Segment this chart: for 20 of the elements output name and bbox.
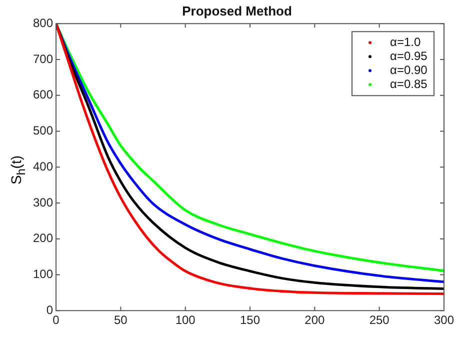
- y-tick-label: 0: [46, 302, 54, 317]
- y-tick-label: 400: [32, 159, 54, 174]
- y-tick-label: 600: [32, 88, 54, 102]
- legend-label: α=1.0: [390, 34, 421, 49]
- y-tick-label: 200: [32, 231, 54, 246]
- y-tick-label: 100: [32, 267, 54, 282]
- x-tick-label: 50: [114, 313, 128, 328]
- y-tick-label: 800: [32, 16, 54, 30]
- y-tick-label: 700: [32, 52, 54, 66]
- y-tick-label: 300: [32, 195, 54, 210]
- legend-label: α=0.90: [390, 62, 428, 77]
- x-tick-label: 200: [304, 313, 326, 328]
- legend-label: α=0.95: [390, 48, 428, 63]
- x-tick-label: 300: [434, 313, 454, 328]
- y-tick-label: 500: [32, 124, 54, 138]
- chart-title: Proposed Method: [182, 3, 292, 18]
- x-tick-label: 250: [369, 313, 390, 328]
- x-tick-label: 150: [240, 313, 260, 328]
- x-tick-label: 100: [175, 313, 196, 328]
- legend-label: α=0.85: [390, 76, 428, 91]
